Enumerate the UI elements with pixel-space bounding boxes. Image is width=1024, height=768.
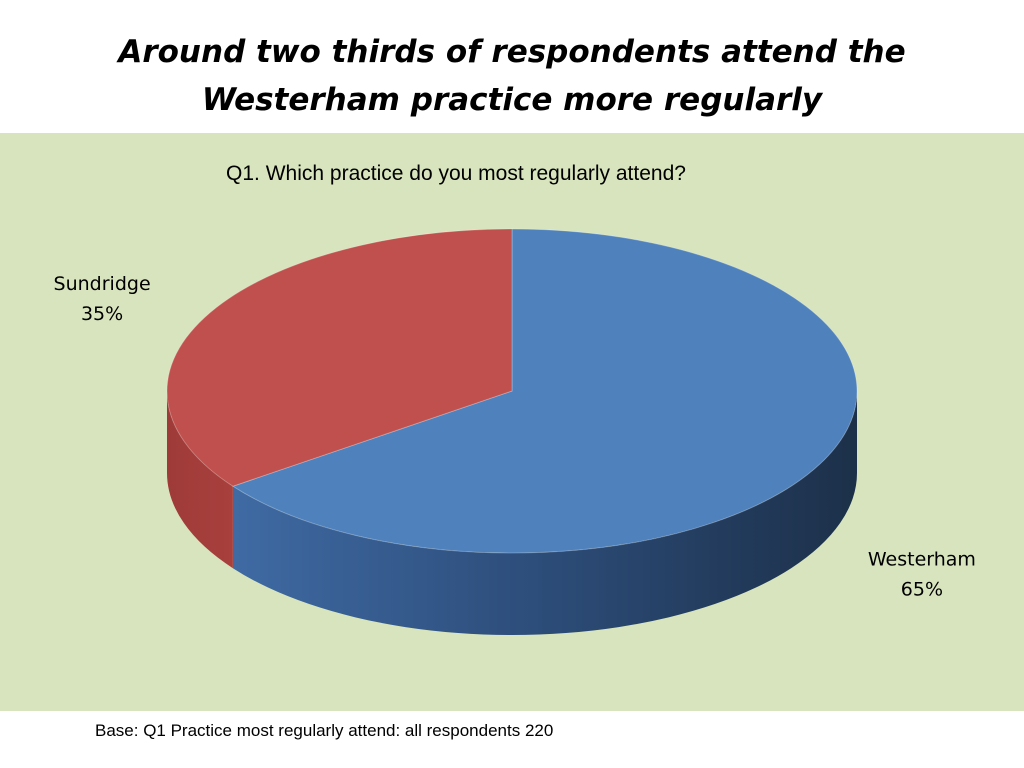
data-label-westerham: Westerham 65% <box>868 549 976 601</box>
page-title: Around two thirds of respondents attend … <box>0 28 1024 124</box>
data-label-name: Sundridge <box>54 273 151 295</box>
pie-slice-westerham <box>231 228 858 554</box>
pie-sides <box>167 391 858 636</box>
pie-chart: Q1. Which practice do you most regularly… <box>54 162 976 636</box>
title-line-2: Westerham practice more regularly <box>201 82 823 118</box>
data-label-value: 35% <box>81 303 123 325</box>
footnote: Base: Q1 Practice most regularly attend:… <box>95 721 554 740</box>
data-label-value: 65% <box>901 579 943 601</box>
title-line-1: Around two thirds of respondents attend … <box>118 34 906 70</box>
pie-labels: Westerham 65% Sundridge 35% <box>54 273 976 600</box>
pie-side-sundridge <box>167 391 233 569</box>
pie-slice-sundridge <box>166 228 513 487</box>
pie-side-westerham <box>232 391 858 636</box>
pie-tops <box>166 228 858 554</box>
chart-panel: Q1. Which practice do you most regularly… <box>0 133 1024 711</box>
chart-title: Q1. Which practice do you most regularly… <box>226 162 686 185</box>
data-label-name: Westerham <box>868 549 976 571</box>
data-label-sundridge: Sundridge 35% <box>54 273 151 325</box>
